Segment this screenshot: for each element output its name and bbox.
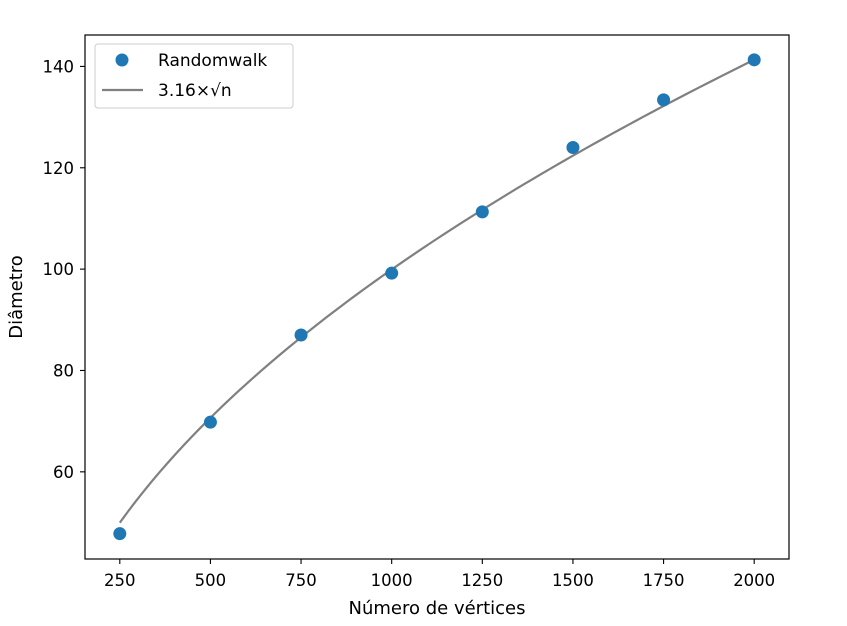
data-point [657,93,671,107]
y-tick-label: 60 [53,463,74,482]
legend-marker-randomwalk [115,53,129,67]
y-tick-label: 140 [43,57,75,76]
x-tick-label: 2000 [733,571,775,590]
x-tick-label: 1000 [371,571,413,590]
x-tick-label: 1750 [643,571,685,590]
x-tick-label: 500 [195,571,227,590]
x-tick-label: 1250 [461,571,503,590]
x-tick-label: 1500 [552,571,594,590]
data-point [566,141,580,154]
x-tick-label: 750 [285,571,317,590]
legend-label-randomwalk: Randomwalk [158,51,267,71]
y-axis: 60 80 100 120 140 [43,57,85,482]
legend-box [94,43,294,109]
fit-line [118,58,755,524]
x-tick-label: 250 [104,571,136,590]
plot-area [113,53,761,541]
legend-label-fit: 3.16×√n [158,81,232,101]
data-point [203,415,217,429]
y-tick-label: 80 [53,361,74,380]
axes-frame [84,34,790,560]
data-point [475,205,489,219]
data-point [747,53,761,67]
data-point [113,527,127,541]
x-axis-label: Número de vértices [349,598,526,619]
x-axis: 250 500 750 1000 1250 1500 1750 2000 [104,559,775,590]
y-tick-label: 120 [43,159,75,178]
legend: Randomwalk 3.16×√n [94,43,294,109]
y-tick-label: 100 [43,260,75,279]
data-point [385,266,399,280]
data-point [294,328,308,342]
y-axis-label: Diâmetro [6,255,27,339]
